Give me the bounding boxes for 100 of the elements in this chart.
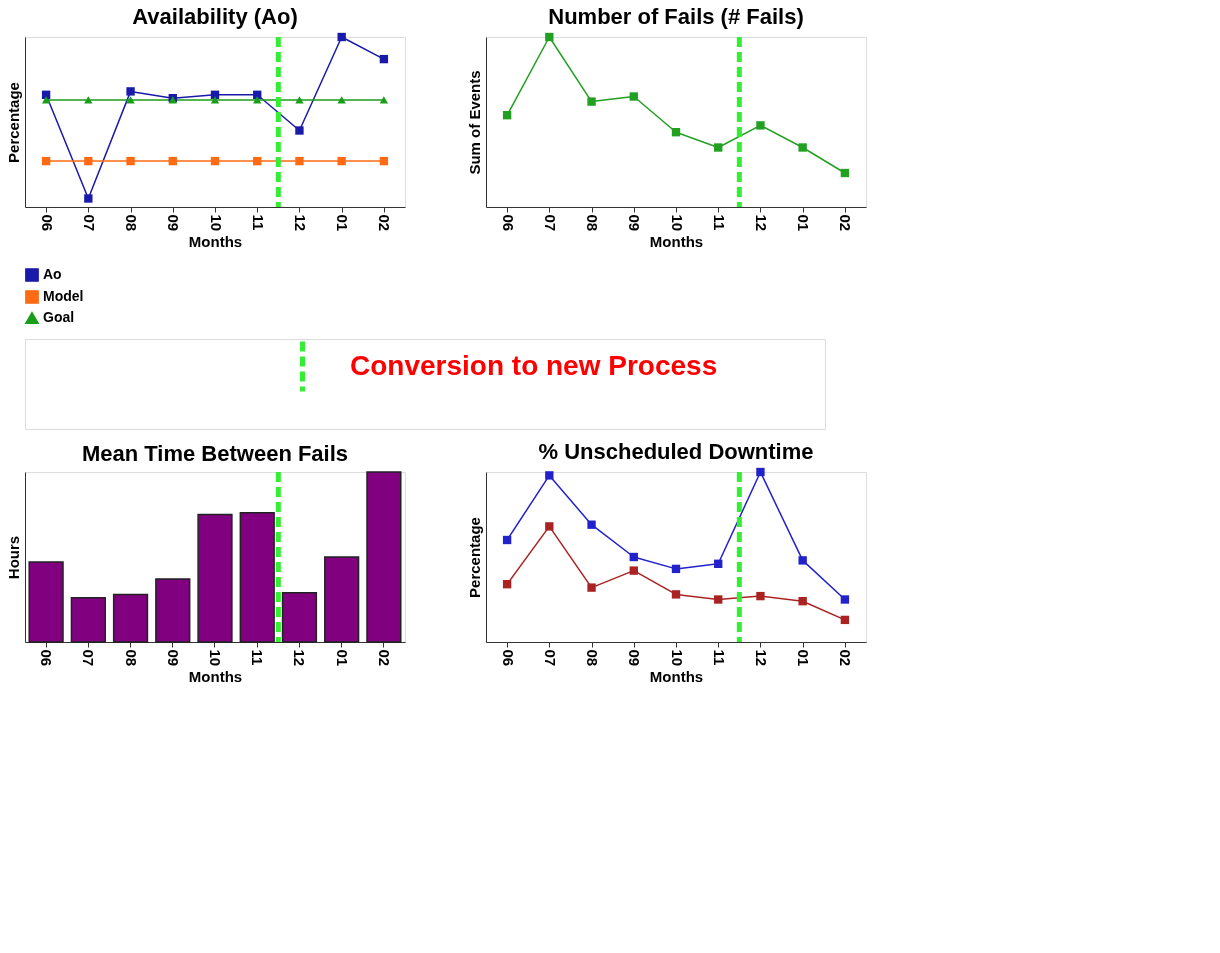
x-tick-label: 02 bbox=[837, 649, 855, 667]
chart-title: Availability (Ao) bbox=[132, 3, 298, 29]
x-axis-title: Months bbox=[188, 668, 243, 686]
x-tick-label: 10 bbox=[207, 649, 224, 667]
point bbox=[756, 121, 765, 130]
bar bbox=[239, 512, 275, 643]
point bbox=[84, 156, 93, 166]
point bbox=[714, 559, 723, 568]
chart-title: Mean Time Between Fails bbox=[81, 440, 349, 466]
point bbox=[545, 32, 554, 42]
y-axis-title: Sum of Events bbox=[465, 70, 483, 175]
point bbox=[84, 194, 93, 203]
x-axis-title: Months bbox=[649, 668, 704, 686]
x-tick-label: 09 bbox=[626, 649, 644, 667]
point bbox=[714, 143, 723, 152]
point bbox=[587, 583, 596, 592]
point bbox=[502, 111, 512, 120]
point bbox=[671, 564, 681, 574]
x-tick-label: 11 bbox=[710, 214, 728, 231]
point bbox=[379, 54, 389, 64]
x-tick-label: 02 bbox=[375, 649, 393, 667]
x-tick-label: 01 bbox=[334, 214, 352, 232]
point bbox=[210, 96, 220, 104]
x-tick-label: 06 bbox=[499, 649, 517, 667]
point bbox=[671, 590, 681, 599]
x-axis-title: Months bbox=[649, 233, 704, 251]
point bbox=[41, 96, 51, 104]
chart-title: Number of Fails (# Fails) bbox=[548, 3, 804, 29]
point bbox=[545, 471, 554, 480]
bar bbox=[324, 556, 360, 643]
point bbox=[379, 96, 389, 104]
point bbox=[714, 595, 723, 604]
point bbox=[629, 566, 638, 575]
point bbox=[502, 535, 512, 545]
x-tick-label: 01 bbox=[795, 214, 813, 232]
x-tick-label: 08 bbox=[123, 214, 141, 232]
bar bbox=[155, 578, 191, 643]
point bbox=[840, 615, 850, 625]
x-tick-label: 11 bbox=[249, 649, 267, 666]
bar bbox=[281, 591, 318, 643]
point bbox=[798, 597, 807, 606]
point bbox=[587, 97, 596, 106]
x-tick-label: 09 bbox=[165, 214, 183, 232]
point bbox=[840, 168, 850, 178]
point bbox=[210, 156, 220, 166]
point bbox=[126, 96, 135, 104]
x-tick-label: 09 bbox=[164, 649, 182, 667]
y-axis-title: Hours bbox=[4, 535, 22, 580]
x-tick-label: 02 bbox=[376, 214, 394, 232]
point bbox=[168, 156, 177, 166]
point bbox=[671, 128, 681, 137]
point bbox=[295, 156, 304, 166]
x-tick-label: 01 bbox=[795, 649, 813, 667]
point bbox=[587, 520, 596, 529]
x-tick-label: 09 bbox=[626, 214, 644, 232]
y-axis-title: Percentage bbox=[4, 82, 22, 163]
point bbox=[379, 156, 389, 166]
point bbox=[840, 595, 850, 604]
point bbox=[502, 580, 512, 589]
point bbox=[337, 156, 346, 166]
point bbox=[337, 32, 346, 42]
point bbox=[41, 156, 51, 166]
bar bbox=[366, 471, 402, 643]
chart-title: % Unscheduled Downtime bbox=[538, 438, 814, 464]
point bbox=[126, 156, 135, 166]
x-tick-label: 01 bbox=[333, 649, 351, 667]
x-tick-label: 08 bbox=[584, 649, 602, 667]
x-tick-label: 10 bbox=[668, 214, 686, 232]
x-tick-label: 08 bbox=[584, 214, 602, 232]
legend-label: Model bbox=[43, 288, 84, 304]
x-tick-label: 11 bbox=[249, 214, 267, 231]
point bbox=[84, 96, 93, 104]
x-tick-label: 07 bbox=[541, 214, 559, 232]
x-tick-label: 12 bbox=[291, 214, 309, 232]
x-tick-label: 06 bbox=[38, 214, 56, 232]
x-axis-title: Months bbox=[188, 233, 243, 251]
point bbox=[798, 143, 807, 152]
x-tick-label: 08 bbox=[122, 649, 140, 667]
x-tick-label: 12 bbox=[291, 649, 309, 667]
x-tick-label: 07 bbox=[80, 214, 98, 232]
x-tick-label: 07 bbox=[541, 649, 559, 667]
point bbox=[545, 522, 554, 531]
x-tick-label: 06 bbox=[499, 214, 517, 232]
x-tick-label: 10 bbox=[668, 649, 686, 667]
x-tick-label: 12 bbox=[752, 214, 770, 232]
legend-label: Conversion to new Process bbox=[350, 349, 718, 381]
bar bbox=[112, 593, 149, 643]
point bbox=[295, 96, 304, 104]
point bbox=[756, 467, 765, 477]
point bbox=[295, 126, 304, 135]
point bbox=[629, 552, 638, 562]
point bbox=[126, 87, 135, 96]
point bbox=[337, 96, 346, 104]
point bbox=[253, 96, 262, 104]
point bbox=[756, 591, 765, 601]
point bbox=[629, 92, 638, 101]
legend-label: Goal bbox=[43, 309, 75, 325]
x-tick-label: 06 bbox=[38, 649, 56, 667]
bar bbox=[28, 561, 64, 643]
x-tick-label: 10 bbox=[207, 214, 225, 232]
